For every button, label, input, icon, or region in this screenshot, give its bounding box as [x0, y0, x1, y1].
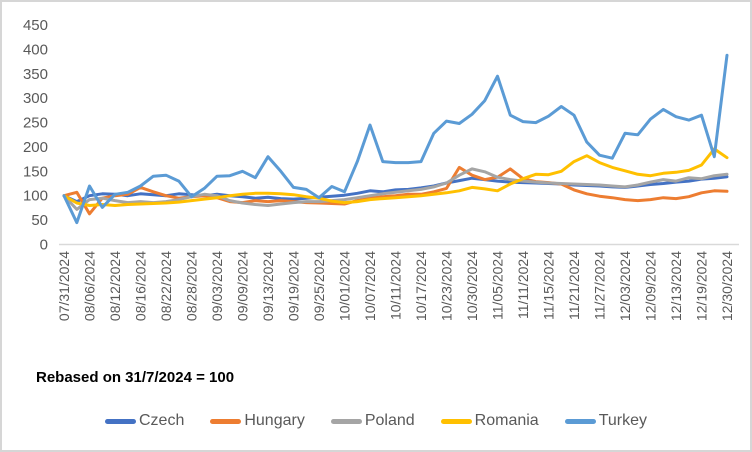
legend-swatch-romania	[440, 418, 472, 424]
x-tick-label: 10/23/2024	[439, 251, 455, 321]
legend-item-poland: Poland	[330, 412, 415, 429]
x-tick-label: 10/17/2024	[413, 251, 429, 321]
y-tick-label: 250	[23, 115, 48, 132]
y-tick-label: 350	[23, 66, 48, 83]
x-tick-label: 12/09/2024	[643, 251, 659, 321]
legend-swatch-poland	[330, 418, 362, 424]
legend-label: Turkey	[598, 412, 647, 429]
series-line-turkey	[62, 53, 729, 225]
legend-label: Romania	[474, 412, 539, 429]
x-tick-label: 09/13/2024	[260, 251, 276, 321]
y-tick-label: 0	[40, 237, 48, 254]
x-tick-label: 10/01/2024	[337, 251, 353, 321]
x-tick-label: 08/06/2024	[82, 251, 98, 321]
legend-item-turkey: Turkey	[564, 412, 647, 429]
series-line-hungary	[62, 165, 729, 216]
legend-swatch-turkey	[564, 418, 596, 424]
legend-swatch-hungary	[210, 418, 242, 424]
y-tick-label: 150	[23, 163, 48, 180]
rebase-note: Rebased on 31/7/2024 = 100	[36, 369, 235, 386]
x-tick-label: 12/30/2024	[719, 251, 735, 321]
series-line-romania	[62, 147, 729, 207]
y-tick-label: 50	[31, 212, 48, 229]
x-tick-label: 07/31/2024	[56, 251, 72, 321]
x-tick-label: 08/28/2024	[184, 251, 200, 321]
x-tick-label: 10/30/2024	[464, 251, 480, 321]
y-tick-label: 300	[23, 90, 48, 107]
x-tick-label: 11/27/2024	[592, 251, 608, 320]
legend-item-hungary: Hungary	[210, 412, 305, 429]
x-tick-label: 09/09/2024	[235, 251, 251, 321]
y-tick-label: 450	[23, 17, 48, 34]
legend-item-czech: Czech	[104, 412, 185, 429]
x-tick-label: 11/11/2024	[515, 251, 531, 319]
x-tick-label: 09/25/2024	[311, 251, 327, 321]
x-tick-label: 08/16/2024	[133, 251, 149, 321]
y-tick-label: 100	[23, 188, 48, 205]
legend-label: Poland	[364, 412, 415, 429]
x-tick-label: 08/12/2024	[107, 251, 123, 321]
legend-label: Hungary	[244, 412, 305, 429]
x-tick-label: 12/03/2024	[617, 251, 633, 321]
series-line-poland	[62, 167, 729, 211]
legend-item-romania: Romania	[440, 412, 539, 429]
x-tick-label: 12/13/2024	[668, 251, 684, 321]
chart-legend: Czech Hungary Poland Romania Turkey	[2, 413, 750, 429]
x-tick-label: 09/03/2024	[209, 251, 225, 321]
x-tick-label: 11/21/2024	[566, 251, 582, 320]
legend-label: Czech	[138, 412, 185, 429]
x-tick-label: 10/11/2024	[388, 251, 404, 320]
x-tick-label: 10/07/2024	[362, 251, 378, 321]
legend-swatch-czech	[104, 418, 136, 424]
x-tick-label: 11/15/2024	[541, 251, 557, 320]
x-tick-label: 12/19/2024	[694, 251, 710, 321]
y-tick-label: 400	[23, 41, 48, 58]
x-tick-label: 09/19/2024	[286, 251, 302, 321]
y-tick-label: 200	[23, 139, 48, 156]
x-tick-label: 08/22/2024	[158, 251, 174, 321]
x-tick-label: 11/05/2024	[490, 251, 506, 320]
